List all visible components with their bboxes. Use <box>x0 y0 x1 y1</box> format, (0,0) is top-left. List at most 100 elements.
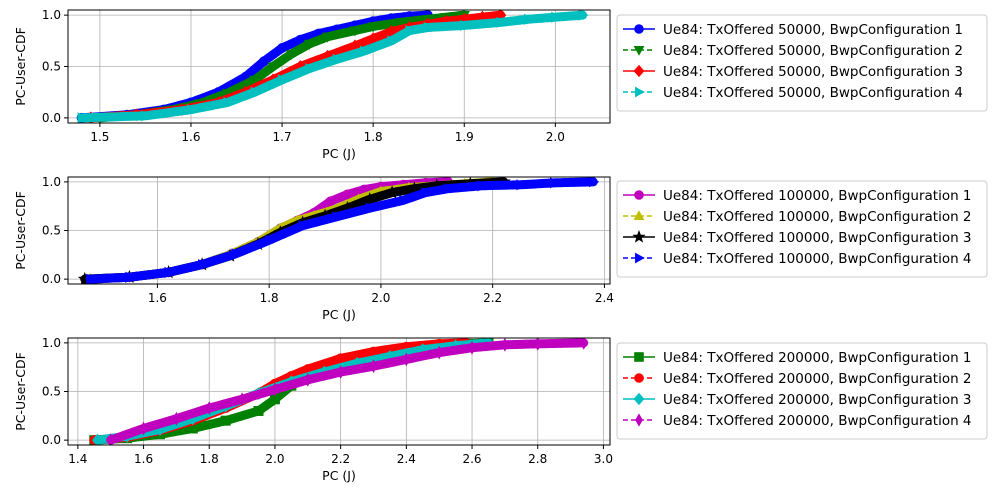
data-point <box>270 382 279 397</box>
series-line <box>85 177 598 284</box>
data-point <box>77 112 88 123</box>
data-point <box>298 220 309 232</box>
chart-panel-1: 1.5 1.6 1.7 1.8 1.9 2.0 0.0 0.5 1.0 PC (J) PC-User… <box>13 8 988 161</box>
data-point <box>496 16 507 28</box>
legend-marker <box>633 392 645 406</box>
legend-label: Ue84: TxOffered 200000, BwpConfiguration… <box>663 392 972 408</box>
data-point <box>238 392 247 407</box>
data-point <box>533 338 542 351</box>
data-point <box>407 181 422 195</box>
x-tick-label: 2.8 <box>528 452 547 466</box>
legend-label: Ue84: TxOffered 50000, BwpConfiguration … <box>663 43 963 59</box>
data-point <box>468 340 476 355</box>
data-point <box>460 19 471 31</box>
legend-box <box>616 180 988 278</box>
y-tick-label: 1.0 <box>42 336 61 350</box>
data-point <box>387 35 398 47</box>
legend-marker <box>635 413 643 427</box>
data-point <box>164 266 175 278</box>
x-tick-label: 2.0 <box>546 130 565 144</box>
legend-marker <box>635 252 645 264</box>
data-point <box>303 39 315 50</box>
y-axis-label: PC-User-CDF <box>13 352 28 431</box>
legend-marker <box>634 373 644 383</box>
data-point <box>172 411 181 426</box>
data-point <box>223 96 234 109</box>
data-point <box>423 21 434 34</box>
y-tick-label: 0.0 <box>42 433 61 447</box>
data-point <box>249 75 261 86</box>
data-point <box>335 353 346 364</box>
data-point <box>399 194 410 206</box>
data-point <box>362 192 377 206</box>
legend-label: Ue84: TxOffered 200000, BwpConfiguration… <box>663 371 972 387</box>
x-tick-label: 2.0 <box>371 291 390 305</box>
y-axis-label: PC-User-CDF <box>13 191 28 270</box>
data-point <box>106 433 115 445</box>
legend-marker <box>633 64 645 78</box>
y-tick-label: 0.5 <box>42 385 61 399</box>
legend-label: Ue84: TxOffered 200000, BwpConfiguration… <box>663 413 972 429</box>
x-tick-label: 1.8 <box>200 452 219 466</box>
data-point <box>141 110 152 122</box>
x-tick-label: 1.5 <box>90 130 109 144</box>
legend-item: Ue84: TxOffered 100000, BwpConfiguration… <box>623 188 972 204</box>
data-point <box>402 352 411 367</box>
chart-panel-3: 1.4 1.6 1.8 2.0 2.2 2.4 2.6 2.8 3.0 0.0 0.5 1.0 PC (… <box>13 336 988 483</box>
y-tick-label: 0.5 <box>42 224 61 238</box>
data-point <box>305 62 316 75</box>
data-point <box>369 359 378 374</box>
legend-box <box>616 14 988 112</box>
x-tick-label: 1.8 <box>364 130 383 144</box>
data-point <box>342 189 353 200</box>
data-point <box>205 401 214 415</box>
data-point <box>91 433 104 445</box>
data-point <box>394 18 407 29</box>
legend-item: Ue84: TxOffered 50000, BwpConfiguration … <box>623 85 963 101</box>
legend-marker <box>634 352 644 362</box>
x-tick-label: 1.7 <box>273 130 292 144</box>
legend-label: Ue84: TxOffered 100000, BwpConfiguration… <box>663 230 972 246</box>
data-point <box>186 104 197 116</box>
y-axis-label: PC-User-CDF <box>13 27 28 106</box>
x-tick-label: 2.2 <box>483 291 502 305</box>
chart-panel-2: 1.6 1.8 2.0 2.2 2.4 0.0 0.5 1.0 PC (J) PC-User-CD… <box>13 175 988 322</box>
x-tick-label: 2.4 <box>595 291 614 305</box>
data-point <box>267 62 279 73</box>
legend-marker <box>633 210 645 220</box>
x-axis-label: PC (J) <box>322 307 356 322</box>
x-axis-label: PC (J) <box>322 468 356 483</box>
series-group <box>77 177 600 284</box>
data-point <box>579 338 588 350</box>
series-4 <box>85 177 600 284</box>
data-point <box>285 50 297 61</box>
series-4 <box>106 338 589 445</box>
data-point <box>385 185 399 199</box>
data-point <box>277 74 289 86</box>
data-point <box>332 211 343 223</box>
data-point <box>523 13 535 25</box>
data-point <box>500 338 509 352</box>
legend-marker <box>635 86 645 98</box>
series-group <box>76 10 589 123</box>
data-point <box>477 180 488 192</box>
data-point <box>550 177 561 189</box>
x-tick-label: 1.9 <box>455 130 474 144</box>
x-tick-label: 2.0 <box>265 452 284 466</box>
legend-box <box>616 342 988 440</box>
data-point <box>277 43 288 54</box>
data-point <box>359 45 371 57</box>
y-tick-label: 1.0 <box>42 175 61 189</box>
legend-label: Ue84: TxOffered 50000, BwpConfiguration … <box>663 85 963 101</box>
legend-item: Ue84: TxOffered 200000, BwpConfiguration… <box>623 392 972 408</box>
y-tick-label: 0.5 <box>42 60 61 74</box>
x-axis-label: PC (J) <box>322 146 356 161</box>
data-point <box>303 372 312 387</box>
data-point <box>139 421 148 436</box>
series-group <box>89 338 589 445</box>
x-tick-label: 2.2 <box>331 452 350 466</box>
legend-label: Ue84: TxOffered 100000, BwpConfiguration… <box>663 188 972 204</box>
data-point <box>367 22 379 33</box>
x-tick-label: 1.8 <box>260 291 279 305</box>
legend-item: Ue84: TxOffered 100000, BwpConfiguration… <box>623 251 972 267</box>
